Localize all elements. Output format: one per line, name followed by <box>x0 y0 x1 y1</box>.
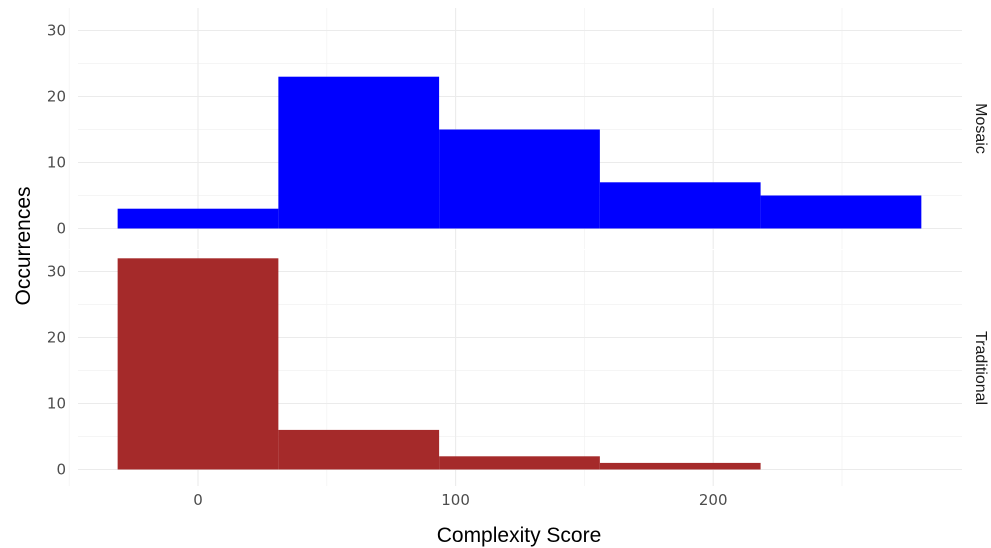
y-tick-label: 10 <box>47 154 66 172</box>
y-tick-label: 30 <box>47 22 66 40</box>
x-tick-label: 100 <box>441 491 470 509</box>
histogram-bar <box>278 429 440 470</box>
histogram-bar <box>599 182 761 229</box>
histogram-bar <box>760 195 922 229</box>
histogram-bar <box>117 258 279 470</box>
facet-panel-mosaic: 0 10 20 30 Mosaic <box>47 8 989 249</box>
x-axis-title: Complexity Score <box>437 524 602 547</box>
y-tick-label: 10 <box>47 395 66 413</box>
histogram-bar <box>278 76 440 229</box>
x-tick-label: 0 <box>193 491 203 509</box>
y-tick-label: 20 <box>47 88 66 106</box>
histogram-bar <box>117 208 279 229</box>
facet-strip-label: Mosaic <box>972 103 989 154</box>
facet-strip-label: Traditional <box>972 331 989 405</box>
x-axis-ticks: 0 100 200 <box>193 491 727 509</box>
y-axis-title: Occurrences <box>12 186 35 305</box>
y-tick-label: 0 <box>56 461 66 479</box>
y-tick-label: 0 <box>56 220 66 238</box>
facet-panel-traditional: 0 10 20 30 Traditional <box>47 250 989 486</box>
histogram-bar <box>439 129 600 229</box>
y-tick-label: 30 <box>47 263 66 281</box>
y-tick-label: 20 <box>47 329 66 347</box>
facet-panels: 0 10 20 30 Mosaic 0 10 20 30 Traditional <box>47 8 989 486</box>
x-tick-label: 200 <box>699 491 728 509</box>
histogram-bar <box>439 456 600 470</box>
histogram-bar <box>599 462 761 470</box>
